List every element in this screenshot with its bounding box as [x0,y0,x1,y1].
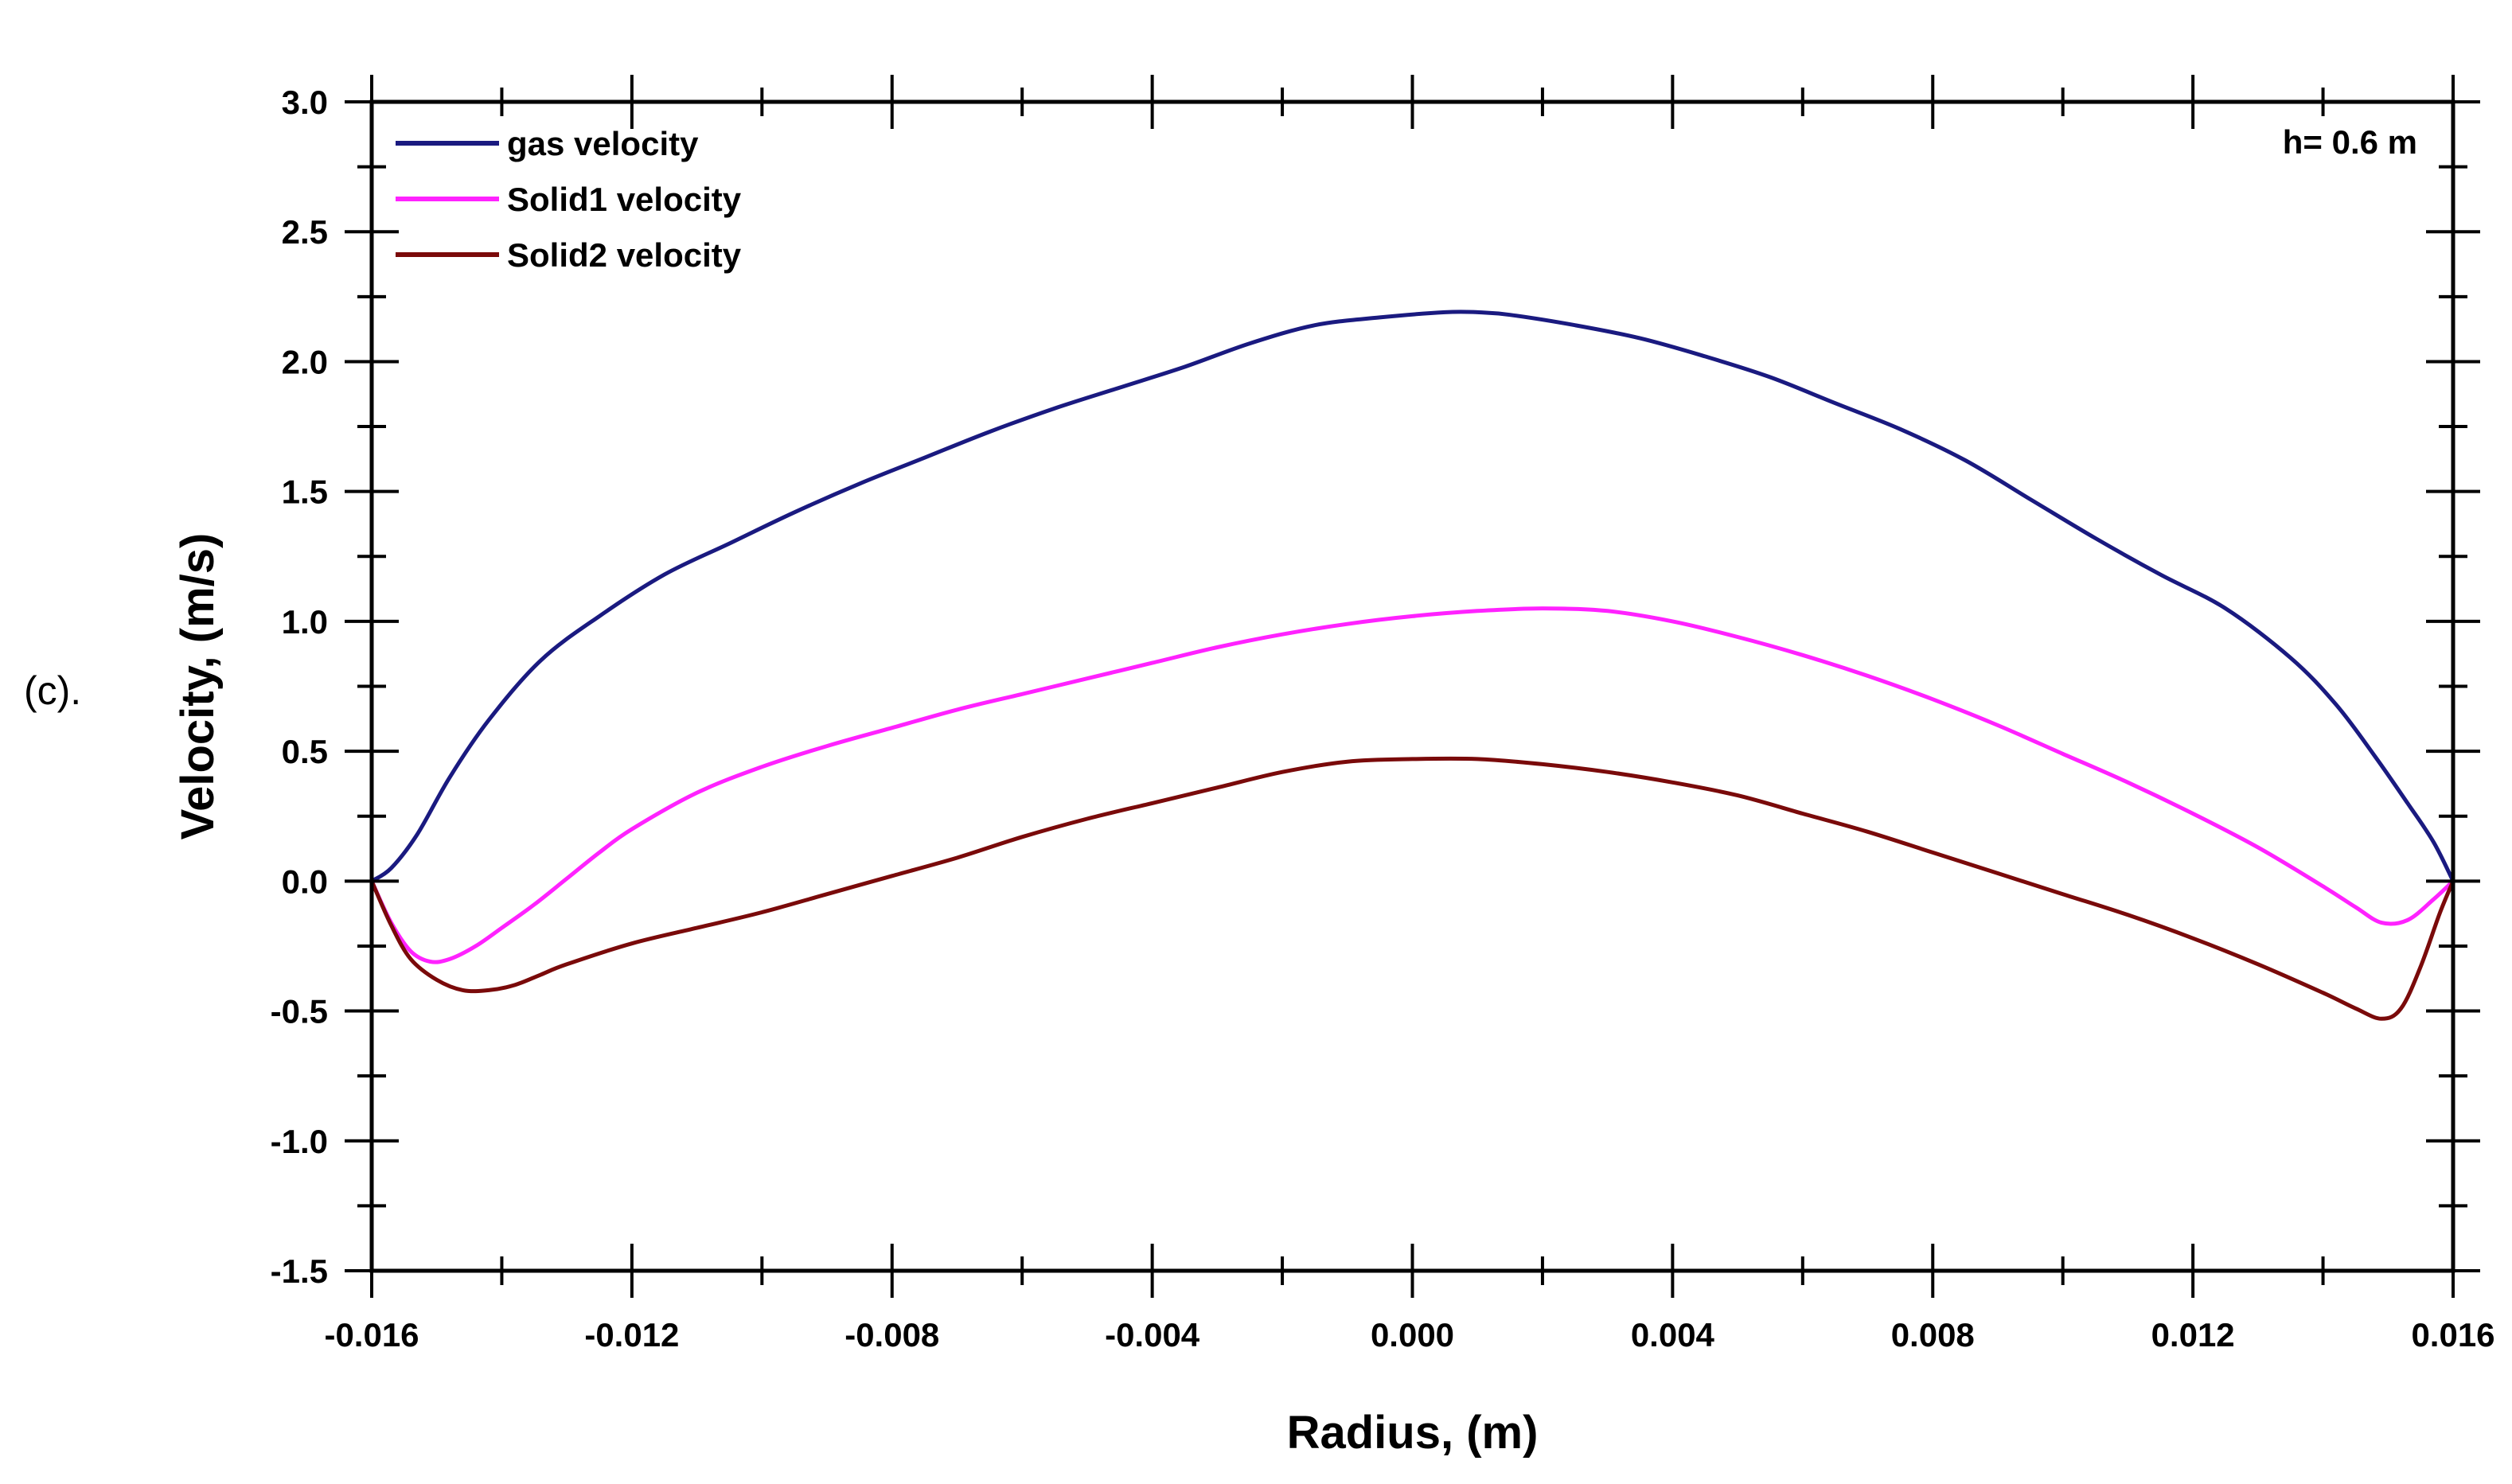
ticks-layer: -0.016 -0.012 -0.008 -0.004 0.000 0.004 0.008 0… [271,75,2495,1354]
series-layer [369,310,2455,1021]
x-tick-label: 0.000 [1371,1316,1454,1354]
plot-frame [369,99,2455,1273]
y-tick-label: 3.0 [282,84,328,121]
series-line-solid2-velocity [369,756,2455,1021]
x-tick-label: 0.016 [2411,1316,2494,1354]
x-tick-label: -0.008 [844,1316,939,1354]
x-tick-label: -0.012 [584,1316,679,1354]
x-tick-label: -0.004 [1105,1316,1200,1354]
legend: gas velocity Solid1 velocity Solid2 veloci… [396,125,742,274]
y-axis-title: Velocity, (m/s) [172,533,224,840]
x-axis-title: Radius, (m) [1287,1407,1539,1459]
legend-label-gas-velocity: gas velocity [507,125,699,162]
y-tick-label: 2.0 [282,343,328,380]
y-tick-label: 0.0 [282,863,328,900]
y-tick-label: 2.5 [282,213,328,251]
x-tick-label: 0.008 [1891,1316,1975,1354]
y-tick-label: -0.5 [271,993,328,1030]
x-tick-label: 0.012 [2151,1316,2235,1354]
y-tick-label: 1.5 [282,473,328,511]
x-tick-label: 0.004 [1631,1316,1715,1354]
series-line-gas-velocity [370,310,2455,883]
y-tick-label: 1.0 [282,603,328,641]
x-tick-label: -0.016 [324,1316,419,1354]
series-line-solid1-velocity [369,606,2455,964]
legend-label-solid1-velocity: Solid1 velocity [507,181,742,218]
legend-label-solid2-velocity: Solid2 velocity [507,236,742,274]
y-tick-label: 0.5 [282,733,328,770]
y-tick-label: -1.5 [271,1252,328,1290]
panel-label: (c). [24,668,81,713]
y-tick-label: -1.0 [271,1123,328,1160]
height-annotation: h= 0.6 m [2283,123,2417,161]
